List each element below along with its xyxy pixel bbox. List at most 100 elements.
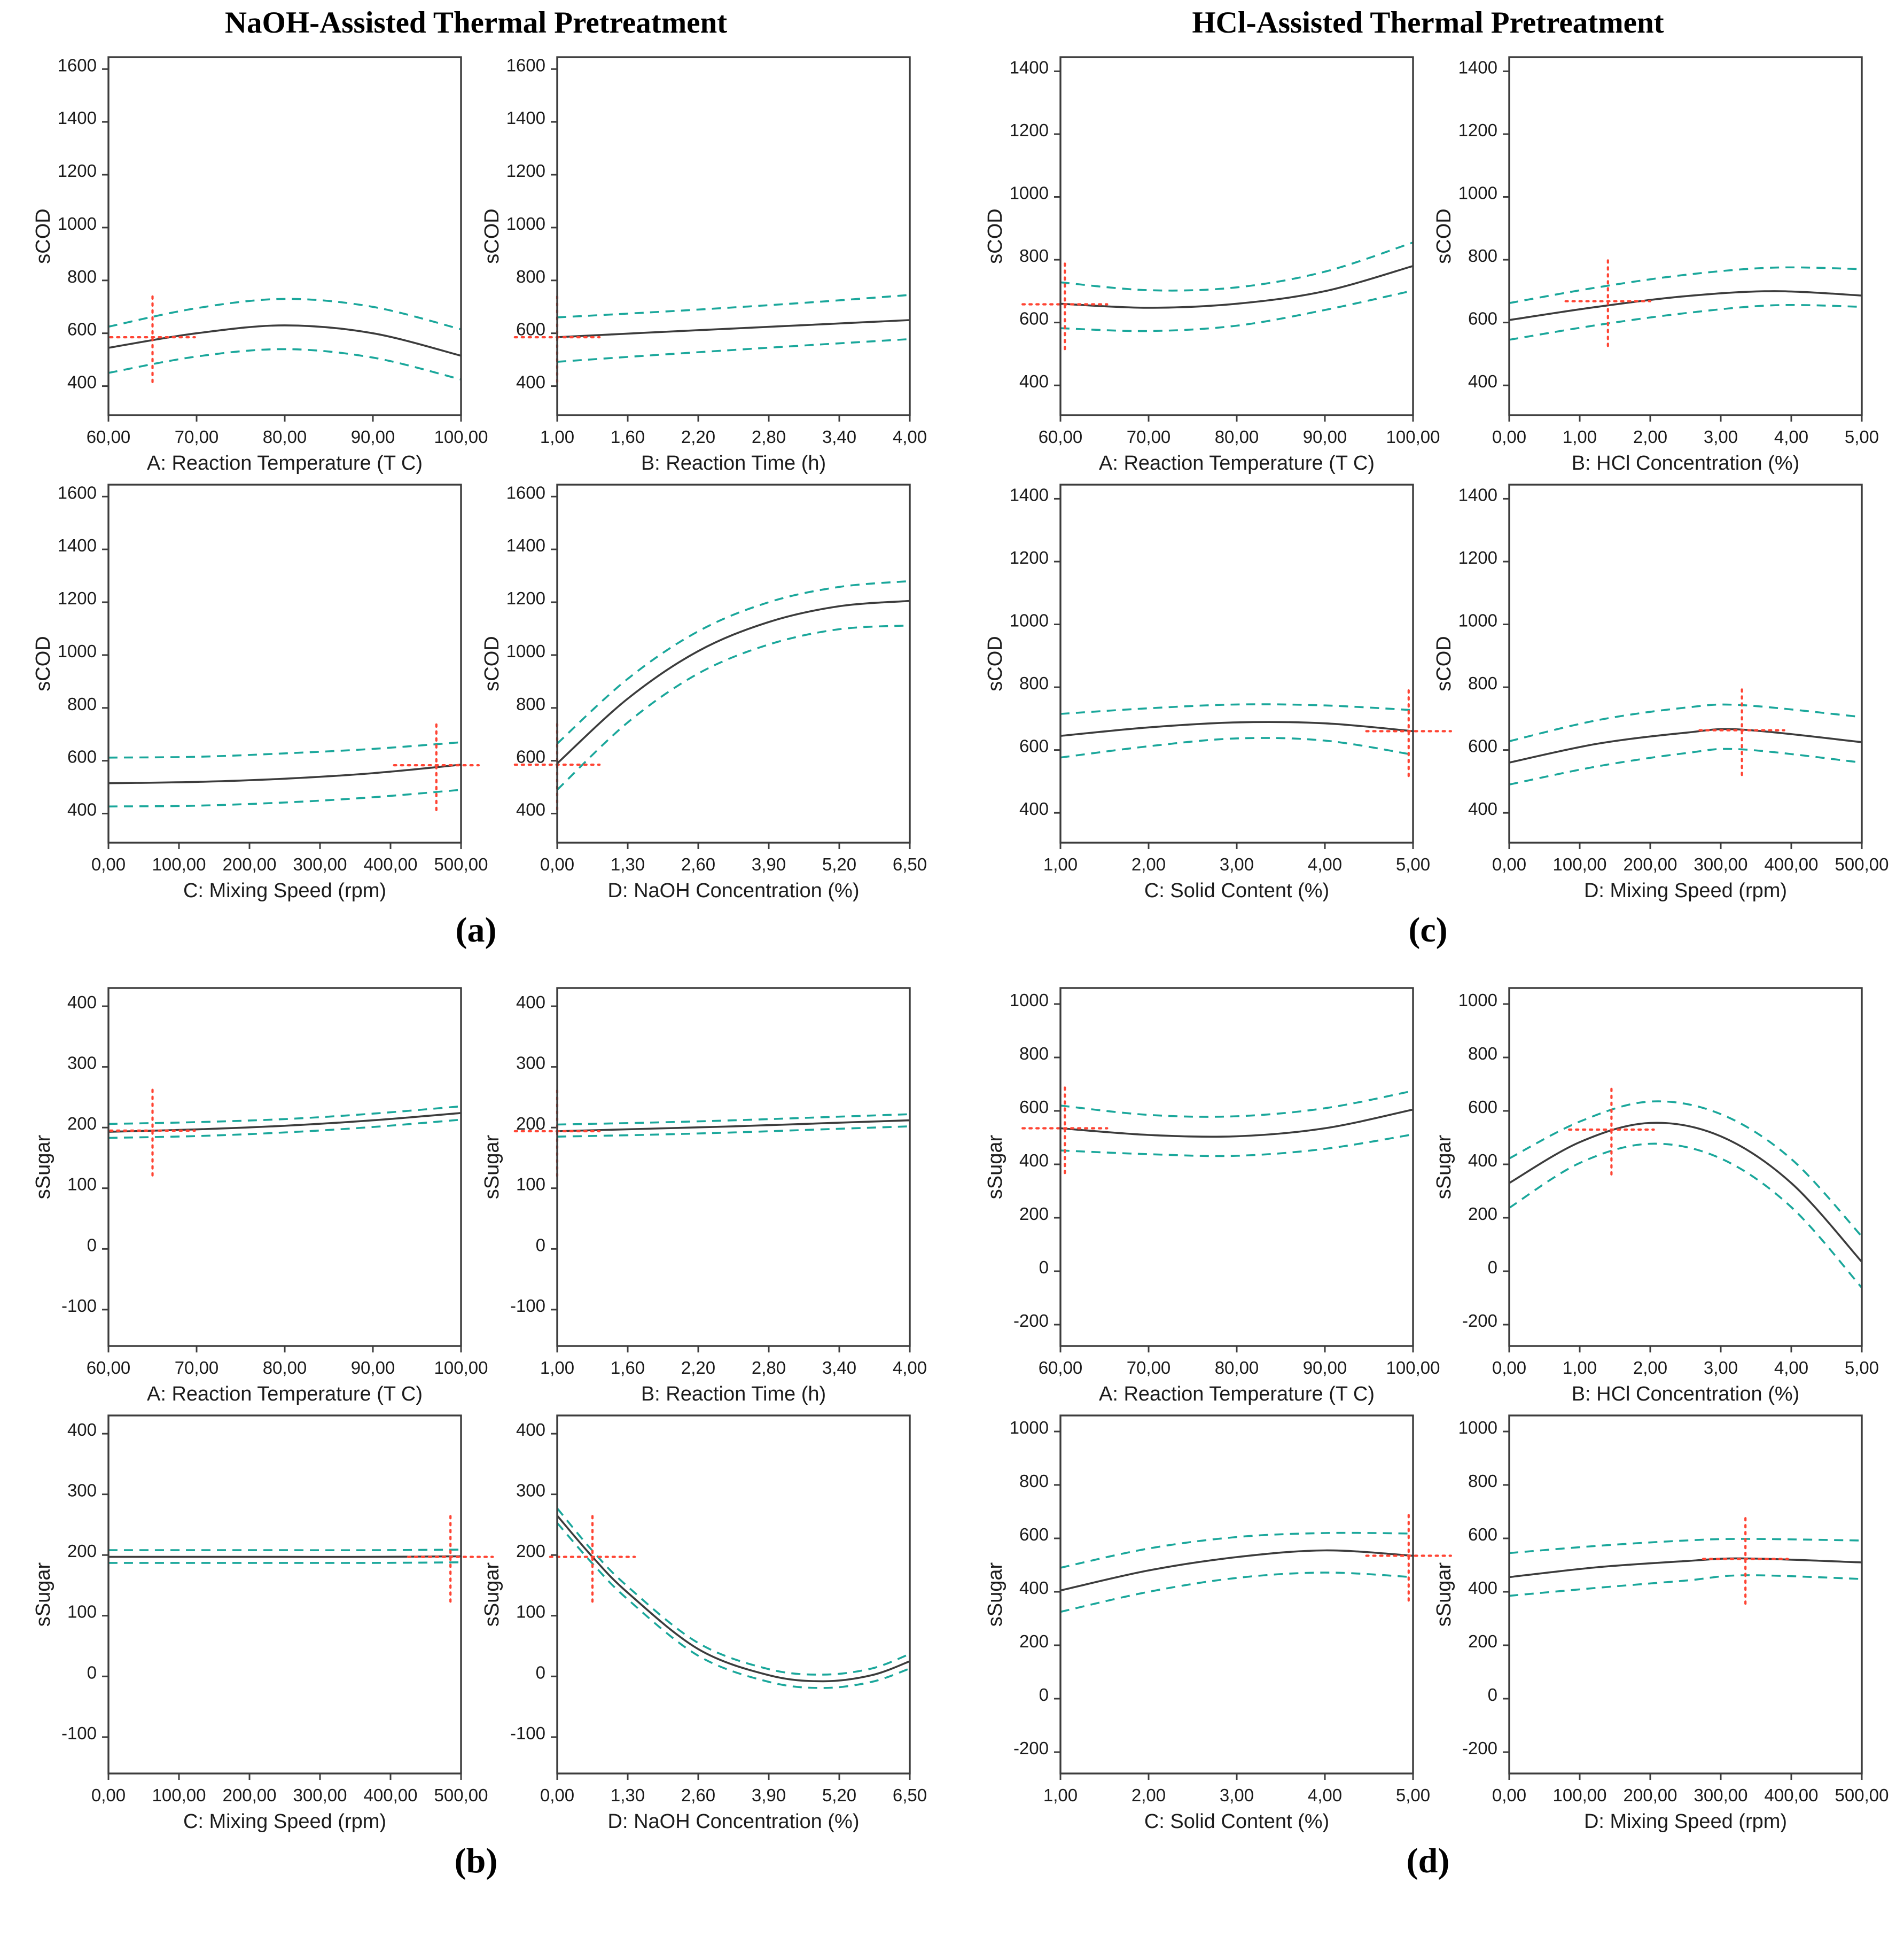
y-axis-tick-label: 100 — [516, 1174, 545, 1194]
y-axis-tick-label: 1200 — [506, 161, 545, 181]
x-axis-tick-label: 90,00 — [1303, 1358, 1347, 1378]
mean-curve — [1509, 1122, 1863, 1263]
x-axis-tick-label: 60,00 — [87, 427, 131, 447]
x-axis-label: C: Mixing Speed (rpm) — [183, 1810, 386, 1833]
plot-svg-a-reaction-temperature: 400 600 800 1000 1200 1400 1600 60,00 70,00 80,00… — [32, 55, 488, 474]
x-axis-tick-label: 70,00 — [1127, 427, 1171, 447]
plot-svg-d-hcl-concentration: -200 0 200 400 600 800 1000 0,00 1,00 2,00 3,00 4,0… — [1433, 987, 1879, 1405]
ci-lower-curve — [108, 1118, 462, 1139]
x-axis-tick-label: 1,00 — [1043, 1785, 1078, 1805]
plot-box — [556, 484, 911, 844]
y-axis-tick-label: 1000 — [58, 214, 97, 234]
y-axis-tick-label: 1600 — [58, 483, 97, 502]
plot-box — [1508, 1414, 1863, 1775]
x-axis-tick-label: 5,20 — [822, 1785, 856, 1805]
plot-svg-a-reaction-time: 400 600 800 1000 1200 1400 1600 1,00 1,60 2,20 2,8… — [481, 55, 927, 474]
x-axis-tick-label: 5,20 — [822, 854, 856, 874]
x-axis-tick-label: 0,00 — [1492, 1358, 1526, 1378]
x-axis-tick-label: 2,20 — [681, 1358, 715, 1378]
ci-upper-curve — [557, 1113, 910, 1126]
y-axis-tick-label: 800 — [1468, 673, 1497, 693]
y-axis-tick-label: 800 — [1468, 1471, 1497, 1491]
group-b-plots: -100 0 100 200 300 400 60,00 70,00 80,00 90,00 100… — [27, 978, 927, 1833]
y-axis-tick-label: 300 — [516, 1481, 545, 1500]
y-axis-tick-label: 600 — [1019, 309, 1049, 329]
y-axis-tick-label: 200 — [1019, 1631, 1049, 1651]
x-axis-tick-label: 100,00 — [1553, 1785, 1607, 1805]
plot-box — [107, 56, 462, 416]
y-axis-tick-label: 200 — [1468, 1204, 1497, 1224]
y-axis-tick-label: -100 — [510, 1723, 545, 1743]
x-axis-tick-label: 90,00 — [351, 1358, 395, 1378]
group-c-plots: 400 600 800 1000 1200 1400 60,00 70,00 80,00 90,0… — [979, 48, 1889, 903]
x-axis-tick-label: 100,00 — [1553, 854, 1607, 874]
y-axis-label: sSugar — [32, 1562, 54, 1627]
x-axis-tick-label: 70,00 — [1127, 1358, 1171, 1378]
ci-upper-curve — [1509, 266, 1862, 304]
plot-svg-c-hcl-concentration: 400 600 800 1000 1200 1400 0,00 1,00 2,00 3,00 4,0… — [1433, 56, 1879, 474]
x-axis-label: C: Mixing Speed (rpm) — [183, 880, 386, 902]
x-axis-tick-label: 70,00 — [175, 427, 219, 447]
x-axis-tick-label: 2,00 — [1633, 1358, 1667, 1378]
plot-svg-d-reaction-temperature: -200 0 200 400 600 800 1000 60,00 70,00 80,00 90,0… — [984, 987, 1440, 1405]
x-axis-tick-label: 1,60 — [611, 427, 645, 447]
y-axis-tick-label: 1000 — [1010, 1418, 1049, 1437]
x-axis-tick-label: 1,30 — [611, 854, 645, 874]
x-axis-tick-label: 3,00 — [1704, 427, 1738, 447]
x-axis-label: D: Mixing Speed (rpm) — [1584, 880, 1787, 902]
ci-upper-curve — [1509, 1538, 1862, 1554]
plot-svg-c-mixing-speed: 400 600 800 1000 1200 1400 0,00 100,00 200,00 300… — [1433, 484, 1889, 902]
y-axis-tick-label: 1400 — [1010, 57, 1049, 77]
plot-svg-b-naoh-concentration: -100 0 100 200 300 400 0,00 1,30 2,60 3,90 5,20 6,5… — [481, 1414, 927, 1833]
x-axis-tick-label: 60,00 — [1039, 427, 1083, 447]
x-axis-tick-label: 6,50 — [893, 854, 927, 874]
group-d-label: (d) — [1406, 1841, 1450, 1880]
y-axis-tick-label: 1400 — [1010, 485, 1049, 504]
ci-lower-curve — [108, 1561, 462, 1564]
plot-box — [107, 484, 462, 844]
x-axis-tick-label: 100,00 — [1386, 1358, 1440, 1378]
ci-lower-curve — [1060, 737, 1414, 759]
x-axis-tick-label: 0,00 — [91, 1785, 126, 1805]
x-axis-tick-label: 80,00 — [263, 427, 307, 447]
x-axis-label: A: Reaction Temperature (T C) — [147, 1383, 423, 1405]
y-axis-label: sCOD — [1433, 208, 1455, 263]
x-axis-label: A: Reaction Temperature (T C) — [147, 452, 423, 474]
y-axis-label: sSugar — [481, 1134, 503, 1199]
y-axis-tick-label: 1600 — [506, 483, 545, 502]
ci-lower-curve — [1509, 1574, 1862, 1597]
x-axis-tick-label: 100,00 — [434, 427, 488, 447]
x-axis-tick-label: 300,00 — [1694, 1785, 1748, 1805]
x-axis-tick-label: 2,80 — [752, 1358, 786, 1378]
x-axis-tick-label: 200,00 — [223, 854, 277, 874]
y-axis-label: sSugar — [32, 1134, 54, 1199]
ci-lower-curve — [556, 624, 910, 791]
y-axis-tick-label: 400 — [516, 800, 545, 820]
x-axis-label: B: Reaction Time (h) — [641, 1383, 826, 1405]
x-axis-tick-label: 5,00 — [1396, 1785, 1430, 1805]
y-axis-tick-label: 400 — [1468, 1150, 1497, 1170]
plot-c-mixing-speed: 400 600 800 1000 1200 1400 0,00 100,00 200,00 300… — [1428, 475, 1889, 903]
group-c-label: (c) — [1408, 911, 1448, 950]
ci-upper-curve — [1509, 1100, 1863, 1238]
x-axis-tick-label: 2,80 — [752, 427, 786, 447]
x-axis-tick-label: 100,00 — [152, 1785, 206, 1805]
x-axis-tick-label: 500,00 — [434, 854, 488, 874]
x-axis-tick-label: 5,00 — [1845, 427, 1879, 447]
y-axis-label: sSugar — [1433, 1134, 1455, 1199]
y-axis-tick-label: 1000 — [1458, 611, 1497, 631]
x-axis-tick-label: 3,00 — [1704, 1358, 1738, 1378]
x-axis-tick-label: 4,00 — [893, 1358, 927, 1378]
y-axis-tick-label: 600 — [1019, 736, 1049, 756]
x-axis-tick-label: 400,00 — [1765, 1785, 1819, 1805]
y-axis-tick-label: 400 — [516, 992, 545, 1012]
y-axis-tick-label: 1400 — [1458, 57, 1497, 77]
y-axis-tick-label: 400 — [516, 1420, 545, 1440]
y-axis-tick-label: 600 — [67, 320, 97, 339]
plot-box — [1059, 56, 1414, 416]
x-axis-tick-label: 4,00 — [893, 427, 927, 447]
plot-box — [107, 987, 462, 1347]
x-axis-tick-label: 2,00 — [1633, 427, 1667, 447]
hcl-column: HCl-Assisted Thermal Pretreatment 400 600… — [952, 3, 1904, 1909]
y-axis-tick-label: 1400 — [506, 108, 545, 128]
